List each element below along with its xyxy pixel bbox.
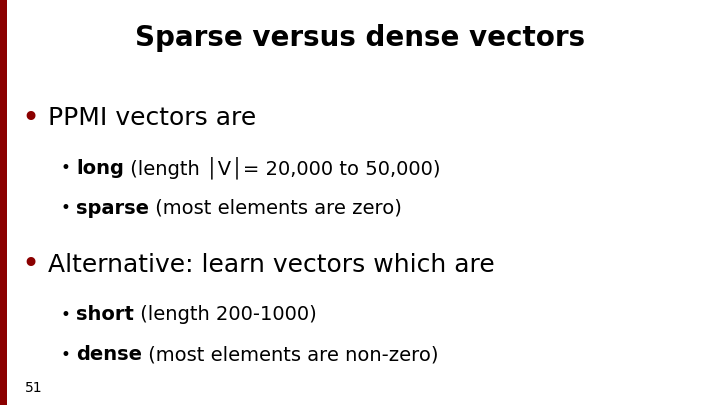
Text: (length │V│= 20,000 to 50,000): (length │V│= 20,000 to 50,000) bbox=[124, 157, 441, 179]
Text: •: • bbox=[21, 251, 39, 279]
Text: 51: 51 bbox=[25, 381, 42, 395]
Text: PPMI vectors are: PPMI vectors are bbox=[48, 106, 256, 130]
Text: Alternative: learn vectors which are: Alternative: learn vectors which are bbox=[48, 253, 495, 277]
Bar bbox=[0, 0, 7, 405]
Text: Sparse versus dense vectors: Sparse versus dense vectors bbox=[135, 24, 585, 52]
Text: •: • bbox=[60, 306, 70, 324]
Text: (most elements are zero): (most elements are zero) bbox=[149, 198, 402, 217]
Text: •: • bbox=[60, 346, 70, 364]
Text: sparse: sparse bbox=[76, 198, 149, 217]
Text: (most elements are non-zero): (most elements are non-zero) bbox=[142, 345, 438, 364]
Text: •: • bbox=[60, 159, 70, 177]
Text: (length 200-1000): (length 200-1000) bbox=[134, 305, 317, 324]
Text: short: short bbox=[76, 305, 134, 324]
Text: long: long bbox=[76, 158, 124, 177]
Text: •: • bbox=[60, 199, 70, 217]
Text: •: • bbox=[21, 104, 39, 132]
Text: dense: dense bbox=[76, 345, 142, 364]
